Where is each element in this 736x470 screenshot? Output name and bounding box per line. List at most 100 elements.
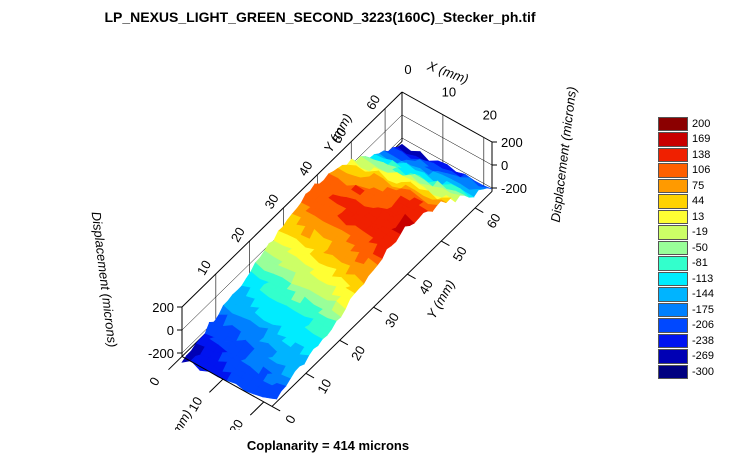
coplanarity-text: Coplanarity = 414 microns (246, 438, 410, 453)
legend-swatch (658, 349, 688, 364)
legend-label: -144 (692, 288, 715, 301)
y-axis-label-left: Y (mm) (321, 111, 355, 155)
legend-swatch (658, 318, 688, 333)
legend-entry: -50 (658, 240, 728, 256)
legend-entry: 75 (658, 178, 728, 194)
legend-swatch (658, 364, 688, 379)
y-tick (305, 372, 315, 379)
legend-label: 138 (692, 148, 711, 161)
legend-entry: -144 (658, 287, 728, 303)
x-tick-label-top: 0 (404, 62, 411, 77)
z-tick-label: 200 (501, 135, 523, 150)
x-axis-label-top: X (mm) (425, 58, 471, 87)
surface-plot: 010200102001020304050601020304050602000-… (89, 58, 580, 430)
z-axis-label: Displacement (microns) (89, 211, 121, 348)
gridline (401, 114, 493, 166)
y-tick-label-left: 30 (262, 192, 282, 212)
chart-title: LP_NEXUS_LIGHT_GREEN_SECOND_3223(160C)_S… (104, 9, 536, 25)
legend-entry: -113 (658, 271, 728, 287)
legend-label: 75 (692, 179, 705, 192)
z-tick-label: -200 (148, 346, 174, 361)
legend-swatch (658, 116, 688, 131)
z-tick-label: -200 (501, 181, 527, 196)
legend-label: 106 (692, 164, 711, 177)
legend-label: 169 (692, 133, 711, 146)
legend-entry: -206 (658, 318, 728, 334)
legend-label: -19 (692, 226, 708, 239)
y-tick-label-left: 40 (295, 158, 315, 178)
legend-label: 44 (692, 195, 705, 208)
legend-entry: 169 (658, 132, 728, 148)
legend-swatch (658, 178, 688, 193)
gridline (401, 137, 493, 189)
surface-cell (262, 391, 278, 400)
legend-swatch (658, 271, 688, 286)
legend-entry: 200 (658, 116, 728, 132)
y-tick-label: 40 (416, 277, 436, 297)
y-tick-label: 20 (348, 343, 368, 363)
legend-swatch (658, 132, 688, 147)
legend-entry: 138 (658, 147, 728, 163)
y-tick-label: 50 (450, 244, 470, 264)
legend-entry: -81 (658, 256, 728, 272)
legend-label: -113 (692, 272, 714, 285)
x-tick (168, 356, 183, 371)
y-tick-label-left: 50 (329, 125, 349, 145)
legend-label: 200 (692, 117, 711, 130)
legend-label: -269 (692, 350, 715, 363)
legend-label: -81 (692, 257, 708, 270)
legend-swatch (658, 333, 688, 348)
y-tick (440, 240, 450, 247)
x-tick-label: 0 (146, 374, 163, 388)
surface-mesh (181, 143, 493, 400)
legend-swatch (658, 147, 688, 162)
legend-label: -300 (692, 365, 715, 378)
y-tick-label: 0 (282, 412, 299, 426)
legend-swatch (658, 194, 688, 209)
y-tick (407, 273, 416, 280)
y-tick-label-left: 60 (363, 92, 383, 112)
legend-entry: -175 (658, 302, 728, 318)
x-axis-label: X (mm) (160, 407, 195, 430)
legend-label: -50 (692, 241, 708, 254)
x-tick (209, 378, 224, 393)
axis-edge (271, 191, 493, 407)
legend-entry: -269 (658, 349, 728, 365)
axis-edge (181, 356, 273, 407)
z-tick-label: 0 (501, 158, 508, 173)
x-tick-label-top: 10 (442, 85, 456, 100)
y-tick (474, 207, 484, 213)
legend-swatch (658, 240, 688, 255)
y-tick (339, 339, 349, 346)
z-tick-label: 0 (167, 323, 174, 338)
y-tick-label-left: 10 (194, 258, 214, 278)
legend-entry: 106 (658, 163, 728, 179)
x-tick-label: 10 (185, 394, 205, 414)
gridline (401, 91, 493, 143)
y-tick-label-left: 20 (228, 225, 248, 245)
legend-entry: 13 (658, 209, 728, 225)
legend-swatch (658, 225, 688, 240)
legend-entry: -19 (658, 225, 728, 241)
legend-entry: 44 (658, 194, 728, 210)
x-tick-label-top: 20 (483, 107, 497, 122)
y-tick (373, 306, 382, 313)
y-tick (271, 406, 281, 412)
z-axis-label-right: Displacement (microns) (548, 86, 580, 223)
legend-swatch (658, 163, 688, 178)
legend-entry: -238 (658, 333, 728, 349)
legend-swatch (658, 256, 688, 271)
color-legend: 200 169 138 106 75 44 13 -19 -50 -81 -113 -144 -175 -… (658, 116, 728, 380)
y-tick-label: 60 (483, 211, 503, 231)
legend-label: -238 (692, 334, 715, 347)
axis-box-front (181, 142, 493, 407)
z-tick-label: 200 (152, 300, 174, 315)
y-tick-label: 30 (382, 310, 402, 330)
legend-label: 13 (692, 210, 705, 223)
legend-label: -175 (692, 303, 715, 316)
legend-swatch (658, 209, 688, 224)
x-tick (249, 401, 265, 416)
gridline (181, 91, 403, 308)
x-tick-label: 20 (226, 417, 246, 430)
legend-entry: -300 (658, 364, 728, 380)
